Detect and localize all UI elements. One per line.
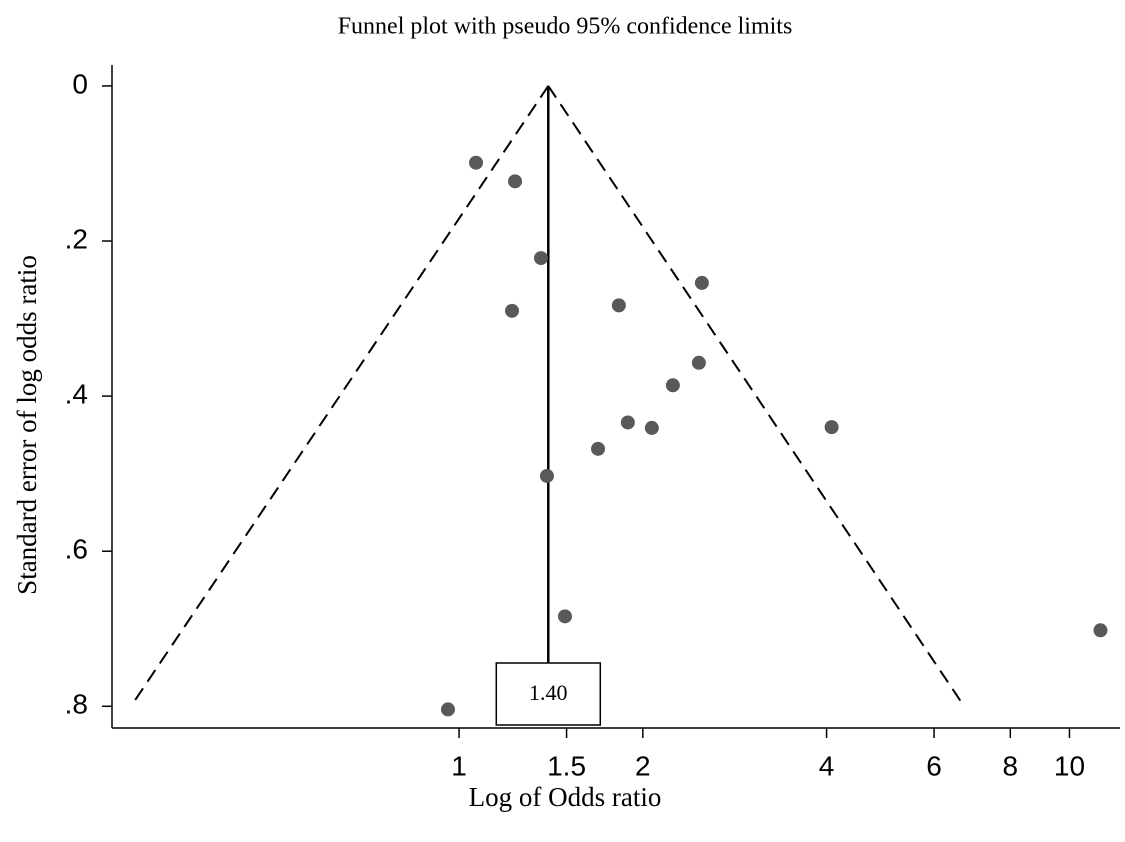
- study-point: [691, 355, 706, 370]
- study-point: [620, 415, 635, 430]
- study-point: [611, 298, 626, 313]
- study-point: [644, 420, 659, 435]
- pooled-label-box: [495, 662, 602, 726]
- study-point: [665, 378, 680, 393]
- y-tick-label: .8: [65, 689, 88, 720]
- study-point: [1093, 623, 1108, 638]
- funnel-limit: [547, 85, 965, 707]
- study-point: [824, 420, 839, 435]
- study-point: [539, 468, 554, 483]
- funnel-limit: [130, 85, 550, 707]
- study-point: [505, 303, 520, 318]
- x-tick-label: 6: [926, 750, 942, 781]
- study-point: [533, 251, 548, 266]
- study-point: [508, 174, 523, 189]
- y-axis-title: Standard error of log odds ratio: [12, 255, 42, 595]
- pooled-label: 1.40: [529, 680, 568, 705]
- study-point: [440, 702, 455, 717]
- x-tick-label: 2: [635, 750, 651, 781]
- x-tick-label: 10: [1054, 750, 1085, 781]
- x-tick-label: 1: [451, 750, 467, 781]
- y-tick-label: 0: [72, 68, 88, 99]
- x-tick-label: 8: [1003, 750, 1019, 781]
- study-point: [557, 609, 572, 624]
- study-point: [469, 155, 484, 170]
- y-tick-label: .2: [65, 223, 88, 254]
- y-tick-label: .4: [65, 379, 88, 410]
- x-tick-label: 4: [819, 750, 835, 781]
- x-tick-label: 1.5: [547, 750, 586, 781]
- study-point: [591, 441, 606, 456]
- x-axis-title: Log of Odds ratio: [469, 782, 662, 812]
- study-point: [694, 275, 709, 290]
- chart-title: Funnel plot with pseudo 95% confidence l…: [338, 14, 793, 40]
- y-tick-label: .6: [65, 534, 88, 565]
